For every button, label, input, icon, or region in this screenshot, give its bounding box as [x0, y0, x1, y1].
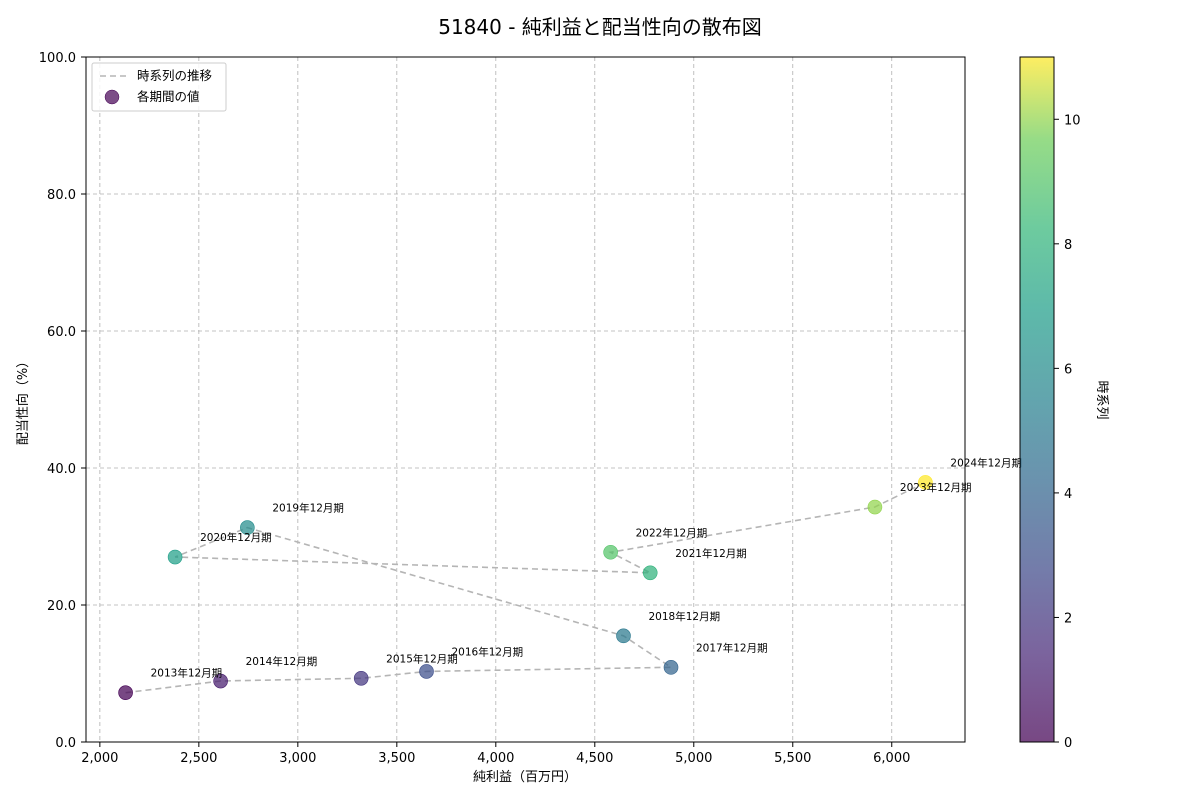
legend-point-label: 各期間の値: [137, 89, 200, 104]
data-point: [419, 664, 434, 679]
colorbar-tick-label: 4: [1064, 487, 1072, 502]
plot-frame: [85, 56, 966, 743]
grid-lines: [86, 57, 965, 742]
data-point: [616, 628, 631, 644]
data-point: [603, 544, 618, 560]
legend-line-label: 時系列の推移: [137, 68, 212, 83]
data-label: 2024年12月期: [950, 456, 1022, 469]
data-label: 2022年12月期: [636, 526, 708, 539]
x-axis-label: 純利益（百万円）: [473, 770, 577, 785]
data-point: [118, 685, 133, 700]
data-label: 2016年12月期: [452, 645, 524, 658]
data-label: 2021年12月期: [675, 547, 747, 560]
colorbar: 0 2 4 6 8 10 時系列: [1019, 56, 1109, 751]
y-tick-label: 40.0: [47, 462, 76, 477]
x-tick-label: 3,000: [279, 751, 316, 766]
data-point: [167, 549, 183, 565]
y-axis-label: 配当性向（%）: [15, 355, 31, 445]
x-tick-label: 2,000: [81, 751, 118, 766]
data-label: 2019年12月期: [272, 502, 344, 515]
y-tick-label: 0.0: [55, 736, 76, 751]
y-tick-label: 60.0: [47, 325, 76, 340]
data-point: [353, 670, 369, 686]
x-tick-label: 3,500: [378, 751, 415, 766]
colorbar-label: 時系列: [1094, 380, 1109, 419]
chart-title: 51840 - 純利益と配当性向の散布図: [438, 15, 762, 39]
data-point: [642, 565, 658, 581]
colorbar-tick-label: 2: [1064, 611, 1072, 626]
legend-box: [91, 62, 227, 112]
colorbar-tick-label: 10: [1064, 113, 1081, 128]
x-axis-ticks: 2,000 2,500 3,000 3,500 4,000 4,500 5,000 5,500…: [81, 742, 910, 766]
data-point: [867, 499, 883, 515]
y-tick-label: 80.0: [47, 188, 76, 203]
legend: 時系列の推移 各期間の値: [91, 62, 227, 112]
legend-point-swatch: [104, 89, 120, 105]
data-label: 2015年12月期: [386, 652, 458, 665]
x-tick-label: 4,000: [477, 751, 514, 766]
data-label: 2014年12月期: [246, 655, 318, 668]
colorbar-tick-label: 0: [1064, 736, 1072, 751]
x-tick-label: 6,000: [873, 751, 910, 766]
x-tick-label: 5,500: [774, 751, 811, 766]
data-label: 2018年12月期: [648, 610, 720, 623]
x-tick-label: 2,500: [180, 751, 217, 766]
data-point: [213, 673, 228, 689]
x-tick-label: 4,500: [576, 751, 613, 766]
colorbar-gradient: [1019, 56, 1055, 743]
colorbar-ticks: 0 2 4 6 8 10: [1054, 113, 1081, 751]
y-tick-label: 20.0: [47, 599, 76, 614]
colorbar-tick-label: 6: [1064, 362, 1072, 377]
data-point: [918, 475, 933, 490]
data-point: [240, 520, 255, 535]
data-label: 2020年12月期: [200, 531, 272, 544]
data-points: [118, 475, 933, 700]
data-label: 2013年12月期: [151, 667, 223, 680]
data-point: [663, 660, 679, 675]
y-axis-ticks: 0.0 20.0 40.0 60.0 80.0 100.0: [39, 51, 86, 751]
x-tick-label: 5,000: [675, 751, 712, 766]
colorbar-tick-label: 8: [1064, 238, 1072, 253]
data-label: 2023年12月期: [900, 481, 972, 494]
data-label: 2017年12月期: [696, 641, 768, 654]
y-tick-label: 100.0: [39, 51, 76, 66]
trend-line: [125, 481, 926, 694]
